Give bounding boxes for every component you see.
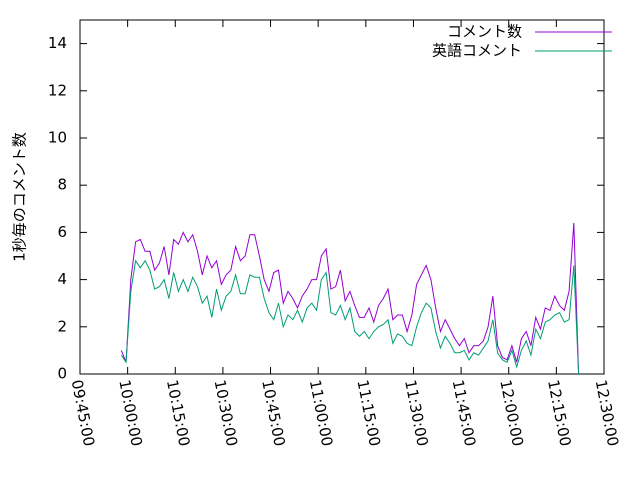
x-tick-label: 09:45:00 [68,378,99,448]
plot-border [79,19,605,375]
x-tick-label: 11:30:00 [401,378,432,448]
y-tick-label: 8 [57,176,67,194]
x-tick-label: 10:30:00 [211,378,242,448]
y-tick-label: 2 [57,317,67,335]
y-tick-label: 4 [57,270,67,288]
legend-label: 英語コメント [432,42,522,60]
y-tick-label: 14 [48,34,67,52]
y-tick-label: 6 [57,223,67,241]
y-axis-label: 1秒毎のコメント数 [11,132,29,262]
x-tick-label: 10:15:00 [163,378,194,448]
x-tick-label: 12:30:00 [592,378,623,448]
x-tick-label: 12:00:00 [496,378,527,448]
x-tick-label: 11:00:00 [306,378,337,448]
x-tick-label: 11:45:00 [449,378,480,448]
x-tick-label: 10:00:00 [115,378,146,448]
y-tick-label: 0 [57,365,67,383]
x-tick-label: 11:15:00 [353,378,384,448]
x-tick-label: 10:45:00 [258,378,289,448]
legend-label: コメント数 [447,23,522,41]
y-tick-label: 12 [48,81,67,99]
line-series [120,259,580,375]
line-series [120,222,580,375]
y-tick-label: 10 [48,129,67,147]
x-tick-label: 12:15:00 [544,378,575,448]
